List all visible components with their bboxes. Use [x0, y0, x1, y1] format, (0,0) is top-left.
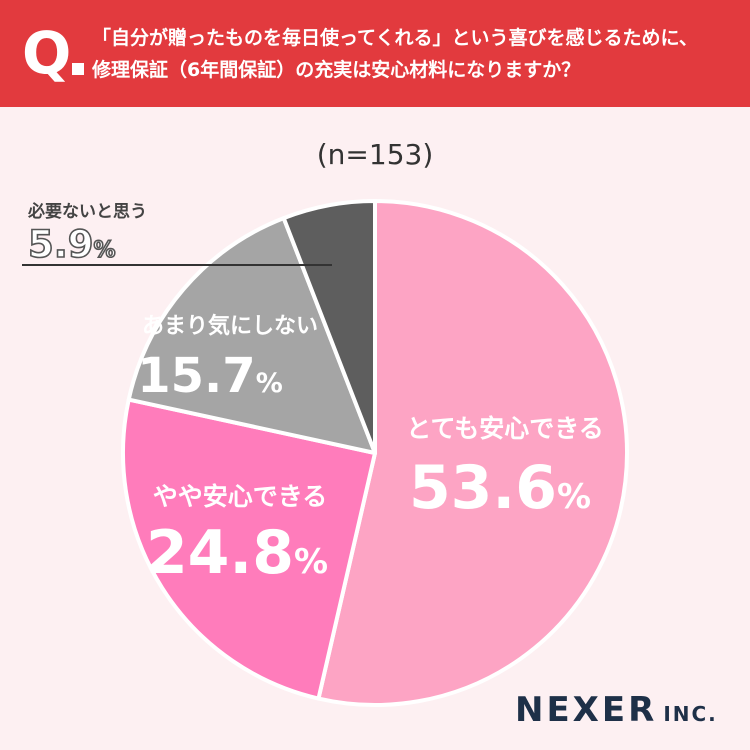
- question-header: Q 「自分が贈ったものを毎日使ってくれる」という喜びを感じるために、 修理保証（…: [0, 0, 750, 107]
- q-dot: [72, 63, 84, 75]
- question-text: 「自分が贈ったものを毎日使ってくれる」という喜びを感じるために、 修理保証（6年…: [92, 22, 742, 86]
- slice-label: あまり気にしない: [142, 313, 318, 339]
- nexer-logo: NEXER INC.: [515, 690, 718, 730]
- q-mark: Q: [22, 19, 72, 87]
- logo-suffix: INC.: [663, 702, 718, 726]
- sample-size: (n=153): [316, 138, 434, 171]
- logo-main: NEXER: [515, 690, 658, 730]
- pie-slice: [126, 216, 377, 455]
- slice-value: 24.8%: [146, 518, 328, 588]
- slice-value: 15.7%: [137, 348, 283, 404]
- slice-label: やや安心できる: [153, 482, 328, 511]
- slice-value: 53.6%: [409, 453, 591, 523]
- slice-label: 必要ないと思う: [27, 201, 147, 222]
- pie-slice: [121, 397, 377, 701]
- slice-label: とても安心できる: [406, 414, 604, 443]
- question-line-1: 「自分が贈ったものを毎日使ってくれる」という喜びを感じるために、: [92, 27, 698, 49]
- question-line-2: 修理保証（6年間保証）の充実は安心材料になりますか？: [92, 59, 581, 81]
- slice-value: 5.9%: [28, 223, 116, 266]
- pie-slice: [316, 199, 629, 707]
